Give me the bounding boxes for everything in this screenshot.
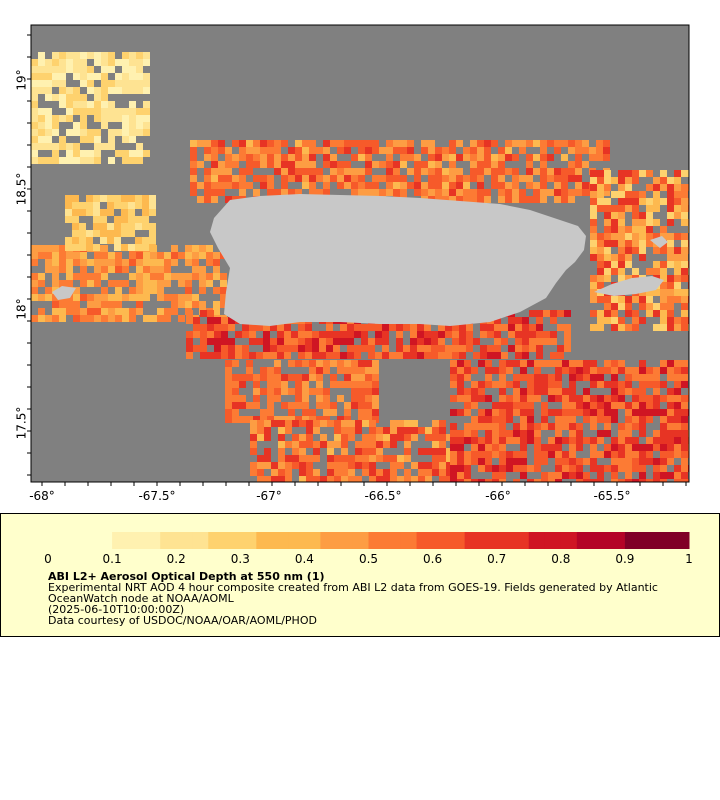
colorbar-swatch: [608, 532, 626, 549]
colorbar-swatch: [272, 532, 289, 549]
colorbar-swatch: [464, 532, 482, 549]
x-axis-label: -68°: [29, 489, 55, 503]
colorbar-tick-label: 0.1: [103, 552, 122, 566]
colorbar-tick-label: 0.8: [551, 552, 570, 566]
legend-panel: 0 0.1 0.2 0.3 0.4 0.5 0.6 0.7 0.8 0.9 1 ABI L2+ Ae…: [0, 513, 720, 637]
colorbar-swatch: [192, 532, 209, 549]
colorbar-swatch: [448, 532, 466, 549]
map-frame: [30, 24, 690, 483]
colorbar-tick-label: 1: [685, 552, 693, 566]
colorbar-swatch: [208, 532, 225, 549]
legend-credit: Data courtesy of USDOC/NOAA/OAR/AOML/PHO…: [48, 614, 317, 627]
x-axis-label: -67°: [256, 489, 282, 503]
colorbar-swatch: [80, 532, 97, 549]
colorbar-swatch: [576, 532, 594, 549]
y-axis-label: 19°: [15, 69, 29, 90]
colorbar-swatch: [416, 532, 434, 549]
legend-timestamp: (2025-06-10T10:00:00Z): [48, 603, 185, 616]
colorbar-swatch: [672, 532, 690, 549]
colorbar-swatch: [368, 532, 386, 549]
colorbar-tick-label: 0.2: [167, 552, 186, 566]
colorbar-tick-label: 0.9: [615, 552, 634, 566]
colorbar-swatch: [352, 532, 369, 549]
x-axis-labels: -68° -67.5° -67° -66.5° -66° -65.5°: [29, 489, 630, 503]
colorbar-swatch: [288, 532, 305, 549]
colorbar-swatch: [304, 532, 321, 549]
colorbar-tick-label: 0.3: [231, 552, 250, 566]
colorbar-swatch: [128, 532, 145, 549]
colorbar-tick-label: 0.4: [295, 552, 314, 566]
colorbar-swatch: [224, 532, 241, 549]
mona-island: [52, 286, 76, 300]
colorbar-swatch: [656, 532, 674, 549]
colorbar-swatch: [64, 532, 81, 549]
y-axis-labels: 19° 18.5° 18° 17.5°: [15, 69, 29, 439]
colorbar-swatch: [384, 532, 402, 549]
colorbar-tick-label: 0.6: [423, 552, 442, 566]
colorbar-swatch: [496, 532, 514, 549]
colorbar-swatch: [336, 532, 353, 549]
x-axis-label: -65.5°: [593, 489, 630, 503]
colorbar-swatches: [48, 532, 690, 549]
legend-text: ABI L2+ Aerosol Optical Depth at 550 nm …: [48, 571, 708, 626]
culebra-island: [650, 236, 668, 248]
colorbar-tick-label: 0.7: [487, 552, 506, 566]
puerto-rico-landmass: [210, 194, 586, 326]
colorbar-swatch: [240, 532, 257, 549]
colorbar-swatch: [544, 532, 562, 549]
colorbar-swatch: [640, 532, 658, 549]
colorbar-swatch: [144, 532, 161, 549]
aod-map: -68° -67.5° -67° -66.5° -66° -65.5° 19°18.5°1…: [15, 24, 690, 503]
colorbar-tick-label: 0: [44, 552, 52, 566]
colorbar: 0 0.1 0.2 0.3 0.4 0.5 0.6 0.7 0.8 0.9 1: [44, 532, 693, 566]
colorbar-swatch: [176, 532, 193, 549]
colorbar-swatch: [96, 532, 113, 549]
colorbar-swatch: [624, 532, 642, 549]
legend-description: Experimental NRT AOD 4 hour composite cr…: [48, 581, 662, 605]
y-axis-label: 17.5°: [15, 407, 29, 440]
colorbar-swatch: [560, 532, 578, 549]
y-axis-label: 18°: [15, 298, 29, 319]
colorbar-swatch: [320, 532, 337, 549]
colorbar-tick-labels: 0 0.1 0.2 0.3 0.4 0.5 0.6 0.7 0.8 0.9 1: [44, 552, 693, 566]
y-axis-label: 18.5°: [15, 173, 29, 206]
colorbar-swatch: [112, 532, 129, 549]
colorbar-swatch: [592, 532, 610, 549]
colorbar-swatch: [400, 532, 418, 549]
colorbar-swatch: [480, 532, 498, 549]
x-axis-label: -66°: [485, 489, 511, 503]
colorbar-swatch: [528, 532, 546, 549]
vieques-island: [594, 276, 664, 296]
colorbar-swatch: [512, 532, 530, 549]
colorbar-swatch: [48, 532, 65, 549]
colorbar-swatch: [160, 532, 177, 549]
legend-title: ABI L2+ Aerosol Optical Depth at 550 nm …: [48, 570, 325, 583]
x-axis-label: -66.5°: [364, 489, 401, 503]
colorbar-swatch: [256, 532, 273, 549]
colorbar-swatch: [432, 532, 450, 549]
x-axis-label: -67.5°: [138, 489, 175, 503]
axis-ticks: [27, 34, 687, 486]
colorbar-tick-label: 0.5: [359, 552, 378, 566]
